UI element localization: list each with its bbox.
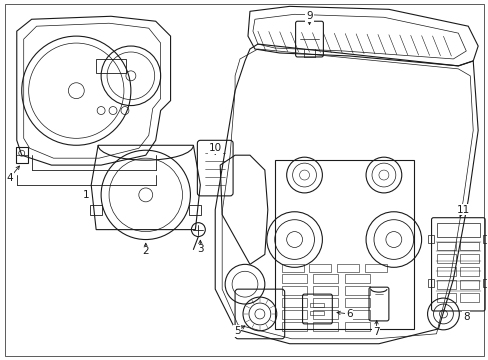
Text: 5: 5 bbox=[233, 326, 240, 336]
Bar bbox=[281, 310, 306, 319]
Bar bbox=[345, 322, 369, 331]
Bar bbox=[90, 205, 102, 215]
Bar bbox=[427, 279, 433, 287]
Bar bbox=[337, 264, 358, 272]
Bar bbox=[313, 298, 338, 307]
Bar bbox=[189, 205, 201, 215]
Bar bbox=[459, 267, 478, 276]
Bar bbox=[313, 286, 338, 295]
Bar bbox=[281, 274, 306, 283]
Bar bbox=[281, 298, 306, 307]
Bar bbox=[365, 264, 386, 272]
Text: 1: 1 bbox=[83, 190, 89, 200]
Text: 8: 8 bbox=[462, 312, 468, 322]
Bar bbox=[281, 286, 306, 295]
Bar bbox=[437, 293, 455, 302]
Text: 7: 7 bbox=[372, 327, 379, 337]
Text: 10: 10 bbox=[208, 143, 222, 153]
Bar bbox=[345, 310, 369, 319]
Bar bbox=[310, 303, 324, 307]
Bar bbox=[313, 274, 338, 283]
Bar bbox=[345, 298, 369, 307]
Bar bbox=[345, 286, 369, 295]
Bar bbox=[16, 147, 28, 163]
Bar bbox=[345, 274, 369, 283]
Bar bbox=[459, 242, 478, 251]
Bar bbox=[459, 293, 478, 302]
Bar bbox=[427, 235, 433, 243]
Text: 2: 2 bbox=[142, 247, 149, 256]
Text: 4: 4 bbox=[6, 173, 13, 183]
Text: 11: 11 bbox=[456, 205, 469, 215]
Bar bbox=[313, 322, 338, 331]
Bar bbox=[482, 235, 488, 243]
Bar bbox=[313, 310, 338, 319]
Bar bbox=[437, 255, 455, 264]
Bar bbox=[281, 322, 306, 331]
Bar bbox=[482, 279, 488, 287]
Text: 6: 6 bbox=[345, 309, 352, 319]
Bar bbox=[281, 264, 303, 272]
Bar bbox=[437, 280, 455, 289]
Bar bbox=[310, 311, 324, 315]
Bar bbox=[96, 59, 126, 73]
Text: 3: 3 bbox=[197, 244, 203, 255]
Bar bbox=[309, 264, 331, 272]
Bar bbox=[459, 255, 478, 264]
Bar bbox=[437, 242, 455, 251]
Bar bbox=[459, 280, 478, 289]
Bar bbox=[437, 267, 455, 276]
Bar bbox=[436, 223, 479, 237]
Text: 9: 9 bbox=[305, 11, 312, 21]
